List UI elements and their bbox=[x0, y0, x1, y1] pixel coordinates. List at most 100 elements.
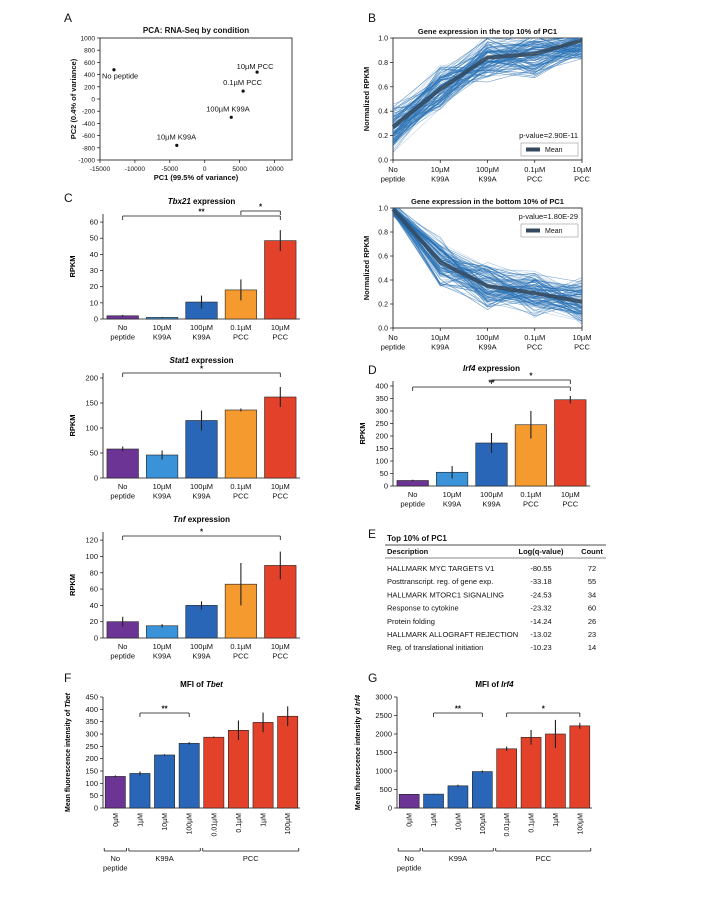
irf4-ylabel: RPKM bbox=[358, 422, 367, 444]
group-label: PCC bbox=[243, 854, 259, 863]
gene-trace bbox=[393, 208, 582, 306]
gene-trace bbox=[393, 210, 582, 308]
pca-point-label: 10µM K99A bbox=[157, 132, 196, 141]
y-tick-label: 200 bbox=[84, 84, 95, 91]
y-tick-label: -200 bbox=[82, 109, 95, 116]
x-tick-label-line: peptide bbox=[400, 500, 425, 509]
x-tick-label-line: PCC bbox=[574, 343, 590, 352]
ylabel-italic: Irf4 bbox=[355, 695, 362, 706]
significance-label: * bbox=[200, 365, 204, 374]
title-italic: Irf4 bbox=[463, 364, 476, 373]
y-tick-label: 500 bbox=[379, 785, 392, 794]
y-tick-label: 200 bbox=[375, 432, 388, 441]
y-tick-label: 0 bbox=[91, 97, 95, 104]
top10-chart: Gene expression in the top 10% of PC1 0.0… bbox=[362, 27, 591, 184]
bar bbox=[129, 773, 151, 809]
gene-trace bbox=[393, 209, 582, 307]
legend-label: Mean bbox=[545, 147, 563, 154]
y-tick-label: 400 bbox=[375, 382, 388, 391]
title-italic: Irf4 bbox=[501, 680, 514, 689]
group-label-line: No bbox=[404, 854, 414, 863]
significance-label: * bbox=[259, 203, 263, 212]
table-row: HALLMARK ALLOGRAFT REJECTION -13.02 23 bbox=[387, 630, 596, 639]
y-tick-label: 300 bbox=[375, 407, 388, 416]
y-tick-label: 20 bbox=[90, 617, 98, 626]
x-tick-label: 10µM bbox=[162, 813, 169, 831]
x-tick-label-line: 10µM bbox=[153, 642, 172, 651]
table-cell: 55 bbox=[588, 577, 596, 586]
group-label-line: PCC bbox=[535, 854, 551, 863]
significance-bracket: * bbox=[491, 372, 571, 384]
x-tick-label: -15000 bbox=[90, 166, 111, 173]
ylabel-text: RPKM bbox=[68, 255, 77, 277]
y-tick-label: 0.6 bbox=[378, 84, 388, 91]
table-cell: Posttranscript. reg. of gene exp. bbox=[387, 577, 493, 586]
x-tick-label-line: 10µM bbox=[271, 323, 290, 332]
y-tick-label: 0.0 bbox=[378, 326, 388, 333]
table-cell: Response to cytokine bbox=[387, 604, 459, 613]
mfi_tbet-ylabel: Mean fluorescence intensity of Tbet bbox=[65, 692, 72, 812]
y-tick-label: 150 bbox=[85, 399, 98, 408]
table-row: Response to cytokine -23.32 60 bbox=[387, 604, 596, 613]
gene-trace bbox=[393, 38, 582, 119]
group-label: PCC bbox=[535, 854, 551, 863]
significance-label: ** bbox=[488, 379, 495, 388]
table-header: Description bbox=[387, 547, 429, 556]
x-tick-label-line: K99A bbox=[192, 652, 210, 661]
table-cell: -14.24 bbox=[530, 617, 551, 626]
y-tick-label: 0 bbox=[388, 804, 392, 813]
y-tick-label: 1.0 bbox=[378, 36, 388, 43]
pca-point bbox=[241, 89, 245, 93]
y-tick-label: 200 bbox=[85, 754, 98, 763]
gene-trace bbox=[393, 214, 582, 294]
panel-letter-D: D bbox=[368, 363, 377, 377]
gene-trace bbox=[393, 212, 582, 307]
x-tick-label: 0.01µM bbox=[504, 813, 511, 837]
table-row: Reg. of translational initiation -10.23 14 bbox=[387, 643, 596, 652]
x-tick-label-line: PCC bbox=[233, 492, 249, 501]
y-tick-label: 80 bbox=[90, 568, 98, 577]
x-tick-label-line: 100µM bbox=[190, 642, 213, 651]
y-tick-label: -800 bbox=[82, 145, 95, 152]
panel-letter-B: B bbox=[368, 11, 376, 25]
y-tick-label: 300 bbox=[85, 730, 98, 739]
x-tick-label: 100µM bbox=[480, 813, 487, 835]
significance-bracket: * bbox=[240, 203, 281, 215]
stat1-ylabel: RPKM bbox=[68, 414, 77, 436]
table-cell: HALLMARK MTORC1 SIGNALING bbox=[387, 590, 504, 599]
gene-trace bbox=[393, 43, 582, 122]
gene-trace bbox=[393, 211, 582, 294]
bar bbox=[185, 605, 218, 639]
pca-chart: PCA: RNA-Seq by condition-15000 -10000 -50… bbox=[69, 26, 293, 182]
y-tick-label: 120 bbox=[85, 536, 98, 545]
pca-point bbox=[229, 115, 233, 119]
irf4-title: Irf4 expression bbox=[463, 364, 520, 373]
y-tick-label: 50 bbox=[90, 234, 98, 243]
y-tick-label: 0 bbox=[94, 634, 98, 643]
bar bbox=[569, 725, 591, 809]
table-cell: 14 bbox=[588, 643, 596, 652]
x-tick-label: 1µM bbox=[137, 813, 144, 827]
table-row: HALLMARK MTORC1 SIGNALING -24.53 34 bbox=[387, 590, 596, 599]
x-tick-label: 1µM bbox=[553, 813, 560, 827]
title-plain: MFI of bbox=[180, 680, 206, 689]
x-tick-label-line: No bbox=[118, 482, 128, 491]
gene-trace bbox=[393, 210, 582, 294]
table-cell: -33.18 bbox=[530, 577, 551, 586]
bar bbox=[106, 448, 139, 479]
x-tick-label-line: 10µM bbox=[443, 490, 462, 499]
bar bbox=[203, 736, 225, 809]
gene-trace bbox=[393, 214, 582, 308]
y-tick-label: 100 bbox=[85, 779, 98, 788]
